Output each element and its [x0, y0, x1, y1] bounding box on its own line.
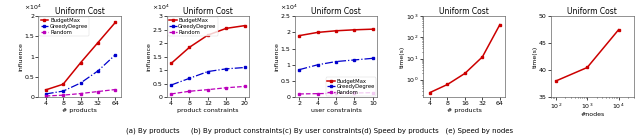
Line: Random: Random — [170, 85, 246, 95]
X-axis label: # products: # products — [62, 108, 97, 113]
Text: $\times10^4$: $\times10^4$ — [24, 3, 41, 12]
Legend: BudgetMax, GreedyDegree, Random: BudgetMax, GreedyDegree, Random — [168, 17, 218, 36]
Title: Uniform Cost: Uniform Cost — [439, 7, 489, 16]
GreedyDegree — [77, 82, 84, 84]
GreedyDegree — [296, 69, 303, 70]
Y-axis label: influence: influence — [146, 42, 151, 71]
X-axis label: user constraints: user constraints — [310, 108, 362, 113]
BudgetMax — [241, 25, 248, 26]
BudgetMax — [60, 83, 67, 85]
Random — [111, 89, 119, 90]
Random — [351, 92, 358, 94]
X-axis label: #nodes: #nodes — [580, 112, 604, 117]
Line: GreedyDegree: GreedyDegree — [44, 53, 117, 95]
Random — [77, 93, 84, 94]
Line: GreedyDegree: GreedyDegree — [170, 66, 246, 86]
Line: GreedyDegree: GreedyDegree — [298, 57, 374, 71]
Title: Uniform Cost: Uniform Cost — [183, 7, 233, 16]
BudgetMax — [314, 32, 321, 33]
Text: (a) By products     (b) By product constraints(c) By user constraints(d) Speed b: (a) By products (b) By product constrain… — [127, 127, 513, 134]
Random — [222, 87, 230, 89]
GreedyDegree — [241, 67, 248, 68]
BudgetMax — [332, 30, 340, 32]
Random — [369, 92, 376, 93]
GreedyDegree — [167, 84, 175, 86]
GreedyDegree — [204, 71, 212, 72]
BudgetMax — [77, 62, 84, 64]
BudgetMax — [351, 29, 358, 31]
GreedyDegree — [314, 64, 321, 66]
Random — [296, 93, 303, 95]
BudgetMax — [186, 46, 193, 48]
Y-axis label: time(s): time(s) — [400, 46, 405, 68]
BudgetMax — [369, 28, 376, 30]
Line: Random: Random — [298, 91, 374, 95]
Title: Uniform Cost: Uniform Cost — [311, 7, 361, 16]
Random — [241, 86, 248, 87]
Line: Random: Random — [44, 88, 117, 97]
BudgetMax — [167, 63, 175, 64]
BudgetMax — [42, 89, 49, 91]
Title: Uniform Cost: Uniform Cost — [55, 7, 105, 16]
Text: $\times10^4$: $\times10^4$ — [280, 3, 298, 12]
Y-axis label: time(s): time(s) — [532, 46, 538, 68]
Random — [60, 94, 67, 96]
Line: BudgetMax: BudgetMax — [170, 24, 246, 65]
BudgetMax — [222, 28, 230, 29]
Random — [94, 91, 102, 92]
GreedyDegree — [42, 93, 49, 95]
Random — [332, 92, 340, 94]
Text: $\times10^4$: $\times10^4$ — [152, 3, 170, 12]
GreedyDegree — [111, 54, 119, 55]
GreedyDegree — [94, 70, 102, 72]
GreedyDegree — [351, 59, 358, 61]
Random — [167, 93, 175, 95]
Y-axis label: influence: influence — [274, 42, 279, 71]
X-axis label: # products: # products — [447, 108, 481, 113]
BudgetMax — [204, 34, 212, 36]
Random — [186, 90, 193, 92]
X-axis label: product constraints: product constraints — [177, 108, 239, 113]
Random — [204, 89, 212, 90]
GreedyDegree — [186, 77, 193, 79]
Random — [42, 95, 49, 97]
GreedyDegree — [222, 68, 230, 70]
GreedyDegree — [332, 61, 340, 62]
Legend: BudgetMax, GreedyDegree, Random: BudgetMax, GreedyDegree, Random — [40, 17, 90, 36]
GreedyDegree — [60, 90, 67, 92]
Line: BudgetMax: BudgetMax — [298, 28, 374, 37]
BudgetMax — [111, 21, 119, 23]
GreedyDegree — [369, 58, 376, 59]
Random — [314, 93, 321, 94]
Line: BudgetMax: BudgetMax — [44, 21, 117, 91]
Y-axis label: influence: influence — [18, 42, 23, 71]
BudgetMax — [94, 42, 102, 43]
Legend: BudgetMax, GreedyDegree, Random: BudgetMax, GreedyDegree, Random — [326, 77, 376, 96]
BudgetMax — [296, 35, 303, 36]
Title: Uniform Cost: Uniform Cost — [567, 7, 617, 16]
